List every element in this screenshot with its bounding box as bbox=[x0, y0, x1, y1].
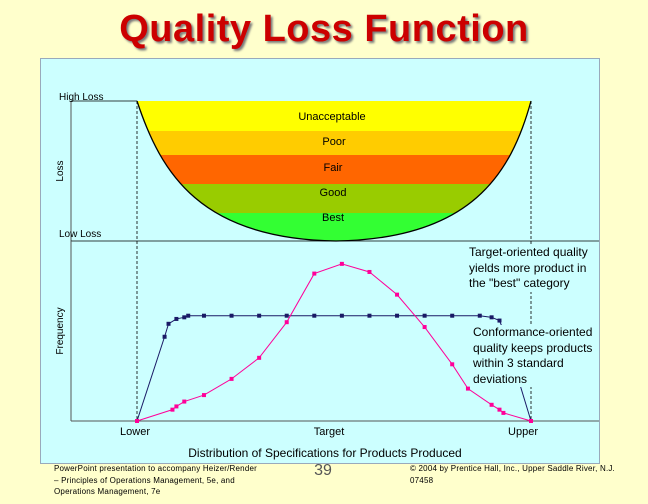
curve-point-1 bbox=[284, 320, 289, 325]
quality-loss-figure: Unacceptable Poor Fair Good Best High Lo… bbox=[40, 58, 600, 464]
curve-point-1 bbox=[170, 407, 175, 412]
curve-point-0 bbox=[182, 315, 187, 320]
curve-point-0 bbox=[422, 313, 427, 318]
conformance-oriented-callout: Conformance-oriented quality keeps produ… bbox=[473, 325, 597, 387]
band-poor bbox=[137, 131, 531, 155]
high-loss-label: High Loss bbox=[59, 92, 103, 103]
curve-point-1 bbox=[395, 292, 400, 297]
curve-point-0 bbox=[162, 334, 167, 339]
loss-axis-label: Loss bbox=[55, 160, 66, 181]
curve-line-0 bbox=[136, 315, 532, 422]
curve-point-1 bbox=[174, 404, 179, 409]
curve-point-1 bbox=[450, 362, 455, 367]
slide-title: Quality Loss Function bbox=[119, 8, 529, 50]
curve-point-1 bbox=[497, 407, 502, 412]
curve-point-0 bbox=[367, 313, 372, 318]
curve-point-1 bbox=[201, 393, 206, 398]
curve-point-0 bbox=[339, 313, 344, 318]
curve-point-0 bbox=[497, 318, 502, 323]
curve-point-1 bbox=[465, 386, 470, 391]
band-label-fair: Fair bbox=[324, 162, 343, 174]
quality-loss-diagram: Unacceptable Poor Fair Good Best High Lo… bbox=[55, 92, 599, 460]
curve-point-1 bbox=[501, 410, 506, 415]
band-label-best: Best bbox=[322, 212, 344, 224]
frequency-curves bbox=[135, 261, 533, 423]
band-label-unacceptable: Unacceptable bbox=[298, 111, 365, 123]
band-label-good: Good bbox=[320, 187, 347, 199]
band-unacceptable bbox=[137, 101, 531, 131]
footer-credit: PowerPoint presentation to accompany Hei… bbox=[54, 464, 257, 496]
low-loss-label: Low Loss bbox=[59, 229, 101, 240]
curve-point-1 bbox=[182, 399, 187, 404]
curve-point-0 bbox=[229, 313, 234, 318]
curve-point-0 bbox=[166, 321, 171, 326]
curve-point-1 bbox=[229, 376, 234, 381]
curve-point-0 bbox=[284, 313, 289, 318]
target-oriented-callout: Target-oriented quality yields more prod… bbox=[469, 245, 595, 292]
curve-point-0 bbox=[186, 313, 191, 318]
curve-point-1 bbox=[339, 261, 344, 266]
curve-point-0 bbox=[450, 313, 455, 318]
x-axis-title: Distribution of Specifications for Produ… bbox=[188, 446, 461, 460]
x-tick-target: Target bbox=[314, 426, 345, 438]
curve-point-1 bbox=[257, 355, 262, 360]
curve-point-1 bbox=[529, 419, 533, 423]
band-fair bbox=[137, 155, 531, 184]
band-label-poor: Poor bbox=[322, 136, 346, 148]
frequency-axis-label: Frequency bbox=[55, 307, 66, 354]
curve-point-1 bbox=[489, 402, 494, 407]
curve-point-1 bbox=[422, 325, 427, 330]
curve-point-1 bbox=[312, 271, 317, 276]
curve-point-0 bbox=[257, 313, 262, 318]
curve-point-0 bbox=[174, 316, 179, 321]
curve-point-0 bbox=[395, 313, 400, 318]
footer-copyright: © 2004 by Prentice Hall, Inc., Upper Sad… bbox=[410, 464, 615, 485]
curve-point-1 bbox=[135, 419, 139, 423]
curve-point-1 bbox=[367, 269, 372, 274]
page-number: 39 bbox=[314, 462, 332, 479]
curve-point-0 bbox=[477, 313, 482, 318]
curve-point-0 bbox=[201, 313, 206, 318]
curve-point-0 bbox=[312, 313, 317, 318]
x-tick-upper: Upper bbox=[508, 426, 538, 438]
x-tick-lower: Lower bbox=[120, 426, 150, 438]
curve-point-0 bbox=[489, 315, 494, 320]
